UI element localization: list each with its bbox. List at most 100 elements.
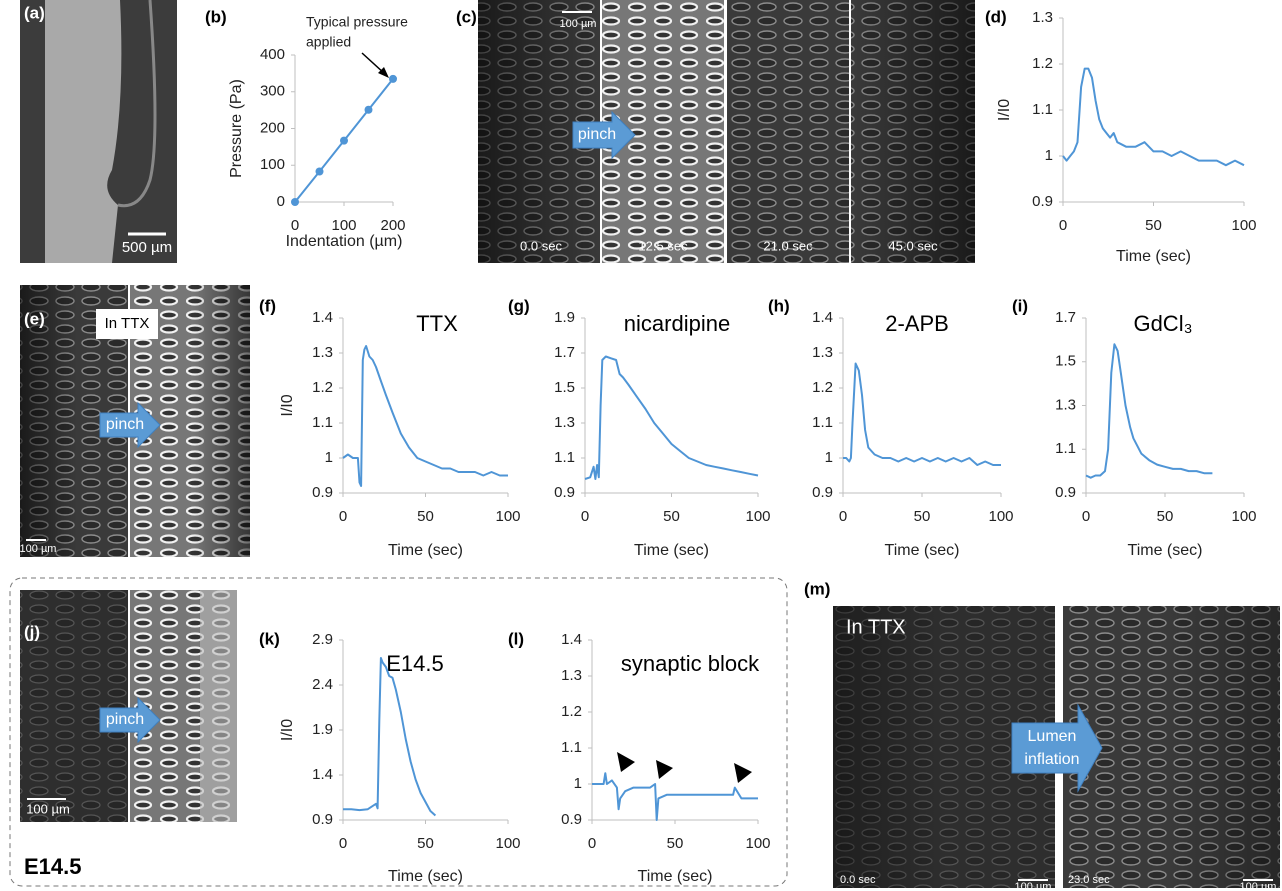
y-tick-label: 1 xyxy=(574,775,582,792)
x-tick-label: 0 xyxy=(1082,508,1090,525)
arrow-label: pinch xyxy=(578,126,616,143)
y-tick-label: 1.1 xyxy=(561,739,582,756)
y-axis-label: Pressure (Pa) xyxy=(228,79,245,178)
y-axis-label: I/I0 xyxy=(996,99,1013,121)
y-tick-label: 0.9 xyxy=(312,484,333,501)
condition-label: In TTX xyxy=(105,315,150,332)
y-tick-label: 1.1 xyxy=(1055,440,1076,457)
y-tick-label: 2.9 xyxy=(312,631,333,648)
y-tick-label: 1.7 xyxy=(554,344,575,361)
chart-title: GdCl₃ xyxy=(1133,311,1192,336)
time-label: 21.0 sec xyxy=(763,238,813,253)
y-tick-label: 1.3 xyxy=(1032,9,1053,26)
image-panel-c: 100 µm pinch 0.0 sec 12.5 sec 21.0 sec 4… xyxy=(456,0,975,263)
chart-title: 2-APB xyxy=(885,311,949,336)
arrow-label: pinch xyxy=(106,416,144,433)
time-label: 0.0 sec xyxy=(520,238,562,253)
x-axis-label: Time (sec) xyxy=(388,542,463,559)
chart-title: nicardipine xyxy=(624,311,730,336)
y-tick-label: 0.9 xyxy=(812,484,833,501)
image-panel-a: 500 µm (a) xyxy=(20,0,177,263)
box-label: E14.5 xyxy=(24,854,82,879)
x-axis-label: Time (sec) xyxy=(388,868,463,885)
y-tick-label: 1.1 xyxy=(312,414,333,431)
x-tick-label: 100 xyxy=(495,508,520,525)
y-tick-label: 1.3 xyxy=(561,667,582,684)
panel-label: (a) xyxy=(24,3,45,22)
chart-title: TTX xyxy=(416,311,458,336)
chart-title: E14.5 xyxy=(386,651,444,676)
x-axis-label: Time (sec) xyxy=(638,868,713,885)
annotation-arrowhead xyxy=(378,67,389,78)
y-tick-label: 1.9 xyxy=(554,309,575,326)
x-tick-label: 0 xyxy=(1059,217,1067,234)
x-tick-label: 100 xyxy=(745,835,770,852)
condition-box xyxy=(96,309,158,339)
frame-edge xyxy=(200,590,237,822)
time-label: 23.0 sec xyxy=(1068,874,1110,886)
y-tick-label: 1 xyxy=(1045,147,1053,164)
tissue xyxy=(45,0,122,263)
data-point xyxy=(291,198,299,206)
vignette xyxy=(478,0,975,263)
y-tick-label: 1.2 xyxy=(312,379,333,396)
x-axis-label: Indentation (µm) xyxy=(286,233,403,250)
arrow-label: inflation xyxy=(1024,751,1079,768)
panel-label: (g) xyxy=(508,296,530,315)
annotation: Typical pressure xyxy=(306,14,408,30)
probe xyxy=(117,0,157,208)
x-tick-label: 50 xyxy=(417,508,434,525)
data-point xyxy=(364,105,373,114)
lumen-arrow xyxy=(1011,703,1103,793)
y-tick-label: 1.1 xyxy=(1032,101,1053,118)
y-tick-label: 1.4 xyxy=(561,631,582,648)
panel-label: (c) xyxy=(456,7,477,26)
y-tick-label: 2.4 xyxy=(312,676,333,693)
data-line xyxy=(1062,67,1245,167)
pinch-arrow xyxy=(99,696,161,744)
x-axis-label: Time (sec) xyxy=(634,542,709,559)
y-tick-label: 1 xyxy=(825,449,833,466)
y-tick-label: 0.9 xyxy=(554,484,575,501)
y-tick-label: 1.2 xyxy=(1032,55,1053,72)
x-tick-label: 50 xyxy=(1157,508,1174,525)
y-tick-label: 400 xyxy=(260,46,285,63)
data-line xyxy=(592,772,758,821)
panel-label: (d) xyxy=(985,7,1007,26)
x-tick-label: 50 xyxy=(1145,217,1162,234)
panel-label: (b) xyxy=(205,7,227,26)
y-tick-label: 1.3 xyxy=(812,344,833,361)
x-tick-label: 0 xyxy=(339,508,347,525)
x-tick-label: 0 xyxy=(839,508,847,525)
data-point xyxy=(340,136,348,145)
scale-label: 100 µm xyxy=(1240,881,1277,891)
arrow-label: pinch xyxy=(106,711,144,728)
frame xyxy=(20,590,128,822)
data-line xyxy=(1085,343,1213,479)
image-panel-j: pinch 100 µm (j) xyxy=(20,590,237,822)
scale-label: 100 µm xyxy=(26,801,70,816)
data-line xyxy=(584,355,759,480)
x-tick-label: 50 xyxy=(663,508,680,525)
x-tick-label: 100 xyxy=(331,217,356,234)
time-label: 12.5 sec xyxy=(638,238,688,253)
arrowhead xyxy=(734,763,752,783)
y-tick-label: 1 xyxy=(325,449,333,466)
x-tick-label: 100 xyxy=(1231,217,1256,234)
y-tick-label: 100 xyxy=(260,156,285,173)
y-tick-label: 1.1 xyxy=(812,414,833,431)
data-point xyxy=(389,74,397,83)
y-tick-label: 1.2 xyxy=(812,379,833,396)
x-axis-label: Time (sec) xyxy=(1116,248,1191,265)
panel-label: (l) xyxy=(508,629,524,648)
y-axis-label: I/I0 xyxy=(279,394,296,416)
y-tick-label: 0.9 xyxy=(312,811,333,828)
y-tick-label: 1.3 xyxy=(554,414,575,431)
pinch-arrow xyxy=(572,110,636,160)
y-tick-label: 1.5 xyxy=(554,379,575,396)
scale-label: 100 µm xyxy=(560,18,597,30)
data-line xyxy=(343,657,437,817)
y-tick-label: 1.4 xyxy=(312,309,333,326)
y-tick-label: 1.3 xyxy=(1055,396,1076,413)
x-tick-label: 100 xyxy=(1231,508,1256,525)
